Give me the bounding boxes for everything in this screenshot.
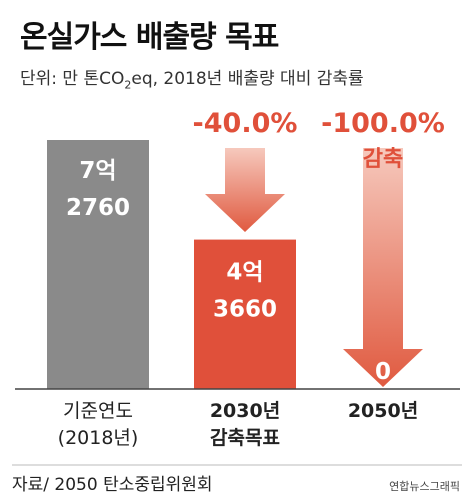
unit-prefix: 단위: 만 톤CO (20, 69, 125, 89)
category-label-0-0: 기준연도 (63, 400, 133, 422)
credit-note: 연합뉴스그래픽 (389, 480, 460, 493)
bar-0 (47, 140, 149, 389)
category-label-0-1: (2018년) (58, 427, 139, 449)
category-label-1-1: 감축목표 (210, 427, 280, 449)
value-label-0-line2: 2760 (66, 195, 130, 221)
source-note: 자료/ 2050 탄소중립위원회 (12, 475, 213, 495)
category-label-2-0: 2050년 (348, 400, 418, 422)
bar-1 (194, 239, 296, 389)
unit-note: 단위: 만 톤CO2eq, 2018년 배출량 대비 감축률 (20, 64, 364, 91)
unit-suffix: eq, 2018년 배출량 대비 감축률 (131, 69, 364, 89)
value-label-0-line1: 7억 (79, 158, 116, 184)
chart-title: 온실가스 배출량 목표 (20, 20, 279, 55)
reduction-sub-2050: 감축 (363, 147, 403, 172)
value-label-1-line2: 3660 (213, 297, 277, 323)
unit-subscript: 2 (124, 78, 132, 92)
reduction-label-2030: -40.0% (193, 108, 298, 139)
reduction-arrow-2050 (343, 148, 423, 387)
value-label-2: 0 (375, 359, 391, 385)
category-label-1-0: 2030년 (210, 400, 280, 422)
reduction-label-2050: -100.0% (321, 108, 445, 139)
reduction-arrow-2030 (205, 148, 285, 232)
value-label-1-line1: 4억 (226, 260, 263, 286)
